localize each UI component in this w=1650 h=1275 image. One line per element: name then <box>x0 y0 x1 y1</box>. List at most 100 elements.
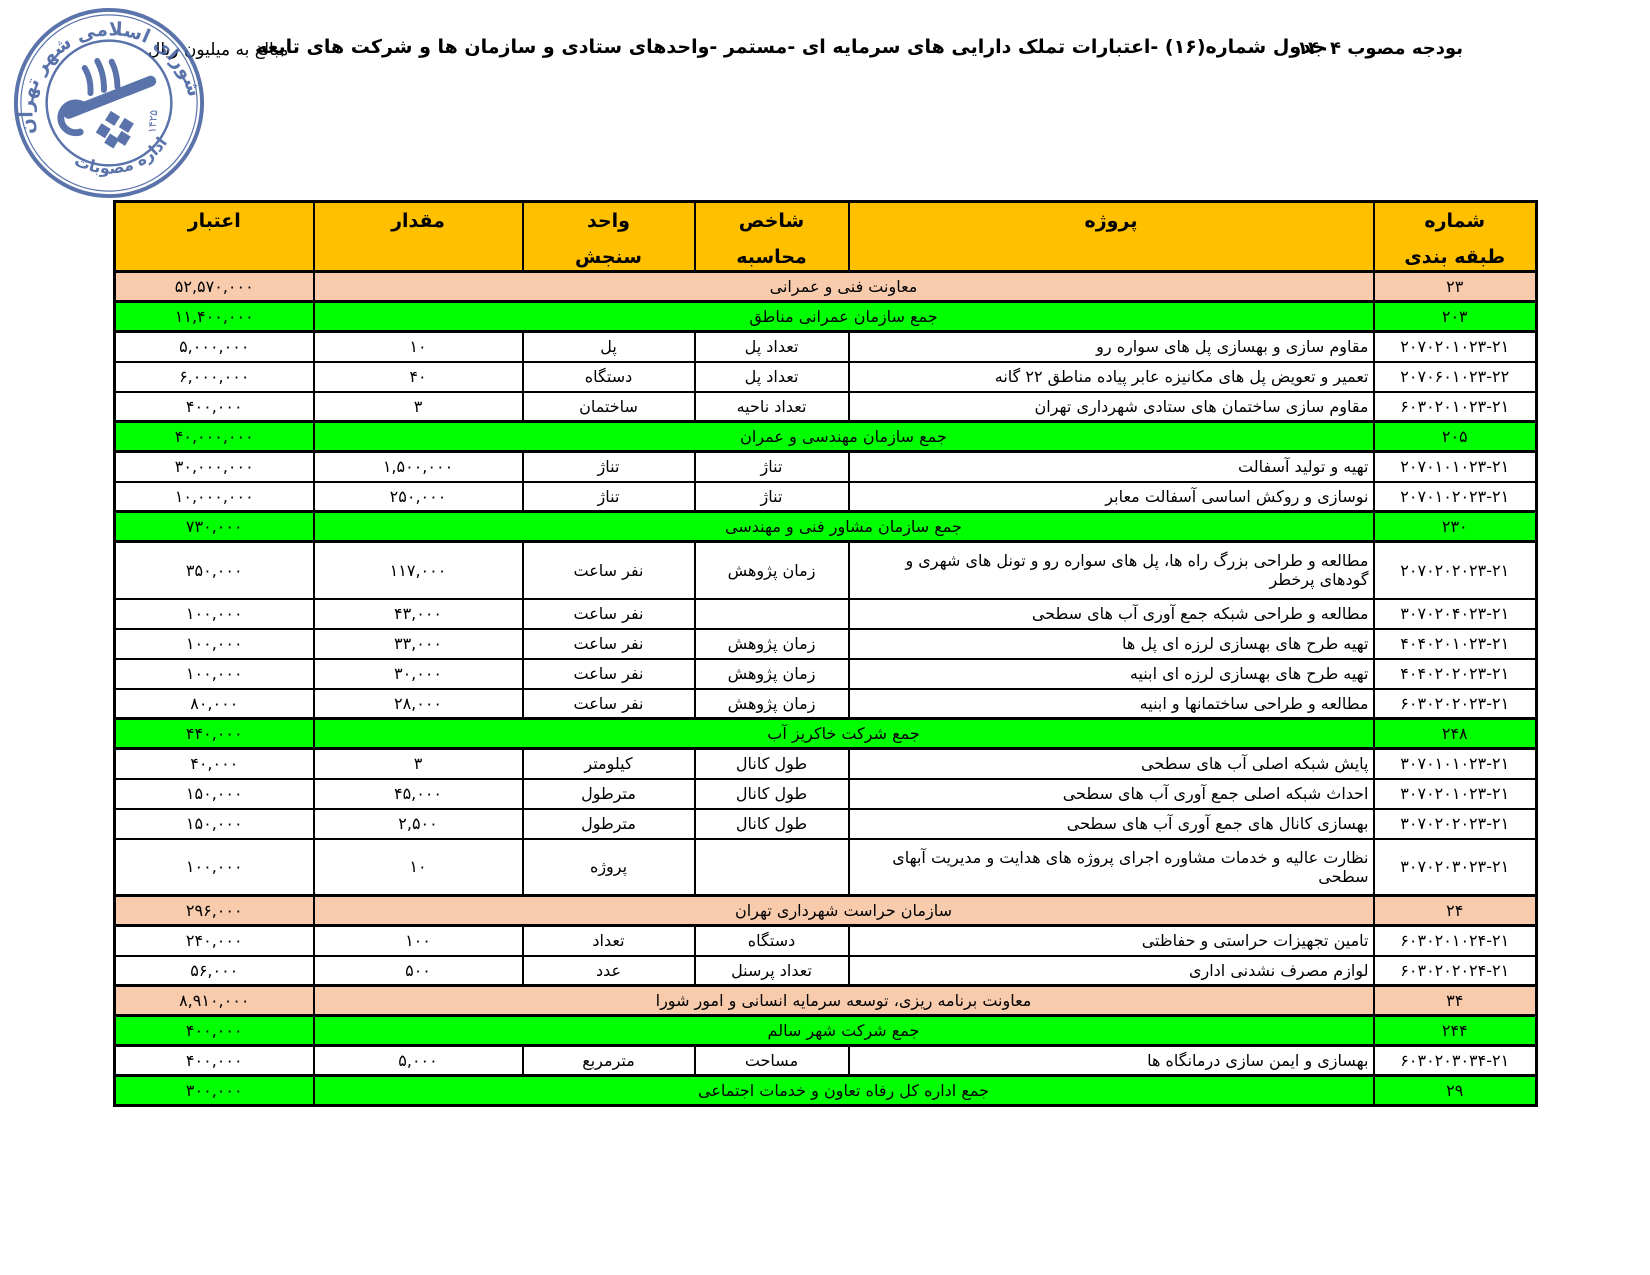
unit-cell: مترطول <box>521 807 696 840</box>
classification-code: ۳۰۷۰۲۰۲۰۲۳-۲۱ <box>1400 814 1510 833</box>
quantity-cell: ۳۰,۰۰۰ <box>312 657 524 690</box>
index-cell: زمان پژوهش <box>693 687 850 720</box>
classification-code-cell: ۲۳ <box>1372 270 1538 303</box>
budget-table: شماره طبقه بندی پروژه شاخص محاسبه واحد س… <box>113 200 1538 1107</box>
col-header-project: پروژه <box>847 200 1375 273</box>
classification-code: ۳۰۷۰۲۰۳۰۲۳-۲۱ <box>1400 857 1510 877</box>
project-cell: تهیه و تولید آسفالت <box>847 450 1375 483</box>
project-row: ۲۰۷۰۱۰۲۰۲۳-۲۱ نوسازی و روکش اساسی آسفالت … <box>113 480 1538 513</box>
quantity-cell: ۵۰۰ <box>312 954 524 987</box>
sum-row: ۲۴۸ جمع شرکت خاکریز آب ۴۴۰,۰۰۰ <box>113 717 1538 750</box>
unit-cell: نفر ساعت <box>521 687 696 720</box>
credit-cell: ۲۴۰,۰۰۰ <box>113 924 315 957</box>
project-row: ۳۰۷۰۲۰۳۰۲۳-۲۱ نظارت عالیه و خدمات مشاوره … <box>113 837 1538 897</box>
project-cell: مقاوم سازی و بهسازی پل های سواره رو <box>847 330 1375 363</box>
credit-cell: ۴۴۰,۰۰۰ <box>113 717 315 750</box>
section-row: ۳۴ معاونت برنامه ریزی، توسعه سرمایه انسان… <box>113 984 1538 1017</box>
council-stamp: شورای اسلامی شهر تهران اداره مصوبات ۱۴۲۵ <box>0 0 228 222</box>
stamp-ring-text-top: شورای اسلامی شهر تهران <box>0 0 205 138</box>
classification-code: ۳۰۷۰۱۰۱۰۲۳-۲۱ <box>1400 754 1510 774</box>
credit-cell: ۴۰,۰۰۰ <box>113 747 315 780</box>
quantity-cell: ۵,۰۰۰ <box>312 1044 524 1077</box>
unit-cell: مترطول <box>521 777 696 810</box>
project-row: ۳۰۷۰۲۰۲۰۲۳-۲۱ بهسازی کانال های جمع آوری آ… <box>113 807 1538 840</box>
credit-cell: ۱۱,۴۰۰,۰۰۰ <box>113 300 315 333</box>
index-cell: تعداد پل <box>693 360 850 393</box>
credit-cell: ۱۵۰,۰۰۰ <box>113 807 315 840</box>
classification-code: ۲۴۴ <box>1441 1021 1468 1040</box>
unit-cell: تناژ <box>521 450 696 483</box>
project-cell: مطالعه و طراحی شبکه جمع آوری آب های سطحی <box>847 597 1375 630</box>
index-cell: زمان پژوهش <box>693 627 850 660</box>
index-cell: زمان پژوهش <box>693 657 850 690</box>
classification-code: ۲۰۷۰۲۰۱۰۲۳-۲۱ <box>1400 337 1510 357</box>
quantity-cell: ۲۵۰,۰۰۰ <box>312 480 524 513</box>
band-label-cell: جمع شرکت شهر سالم <box>312 1014 1375 1047</box>
credit-cell: ۵۲,۵۷۰,۰۰۰ <box>113 270 315 303</box>
project-row: ۶۰۳۰۲۰۱۰۲۴-۲۱ تامین تجهیزات حراستی و حفاظ… <box>113 924 1538 957</box>
stamp-seal-icon: شورای اسلامی شهر تهران اداره مصوبات ۱۴۲۵ <box>0 0 205 199</box>
index-cell: تناژ <box>693 450 850 483</box>
unit-cell: تناژ <box>521 480 696 513</box>
classification-code-cell: ۶۰۳۰۲۰۲۰۲۴-۲۱ <box>1372 954 1538 987</box>
unit-cell: نفر ساعت <box>521 657 696 690</box>
classification-code: ۶۰۳۰۲۰۳۰۳۴-۲۱ <box>1400 1051 1510 1070</box>
classification-code-cell: ۲۰۷۰۱۰۱۰۲۳-۲۱ <box>1372 450 1538 483</box>
credit-cell: ۱۰۰,۰۰۰ <box>113 597 315 630</box>
project-cell: تامین تجهیزات حراستی و حفاظتی <box>847 924 1375 957</box>
credit-cell: ۴۰۰,۰۰۰ <box>113 1014 315 1047</box>
stamp-outer-ring <box>13 7 205 199</box>
sum-row: ۲۰۳ جمع سازمان عمرانی مناطق ۱۱,۴۰۰,۰۰۰ <box>113 300 1538 333</box>
index-cell: طول کانال <box>693 747 850 780</box>
index-cell: تعداد پل <box>693 330 850 363</box>
classification-code: ۲۴۸ <box>1441 724 1468 743</box>
classification-code-cell: ۲۰۵ <box>1372 420 1538 453</box>
classification-code: ۶۰۳۰۲۰۱۰۲۴-۲۱ <box>1400 931 1510 951</box>
band-label-cell: جمع سازمان مشاور فنی و مهندسی <box>312 510 1375 543</box>
project-row: ۴۰۴۰۲۰۲۰۲۳-۲۱ تهیه طرح های بهسازی لرزه ای… <box>113 657 1538 690</box>
band-label-cell: معاونت فنی و عمرانی <box>312 270 1375 303</box>
col-header-index: شاخص محاسبه <box>693 200 850 273</box>
project-cell: احداث شبکه اصلی جمع آوری آب های سطحی <box>847 777 1375 810</box>
index-cell: تناژ <box>693 480 850 513</box>
unit-cell: تعداد <box>521 924 696 957</box>
project-cell: پایش شبکه اصلی آب های سطحی <box>847 747 1375 780</box>
credit-cell: ۴۰,۰۰۰,۰۰۰ <box>113 420 315 453</box>
credit-cell: ۵۶,۰۰۰ <box>113 954 315 987</box>
classification-code: ۲۴ <box>1446 901 1464 920</box>
project-row: ۳۰۷۰۲۰۱۰۲۳-۲۱ احداث شبکه اصلی جمع آوری آب… <box>113 777 1538 810</box>
unit-cell: ساختمان <box>521 390 696 423</box>
classification-code: ۲۰۷۰۶۰۱۰۲۳-۲۲ <box>1400 367 1510 386</box>
credit-cell: ۱۵۰,۰۰۰ <box>113 777 315 810</box>
classification-code-cell: ۲۹ <box>1372 1074 1538 1107</box>
classification-code-cell: ۶۰۳۰۲۰۱۰۲۴-۲۱ <box>1372 924 1538 957</box>
sum-row: ۲۹ جمع اداره کل رفاه تعاون و خدمات اجتماع… <box>113 1074 1538 1107</box>
quantity-cell: ۳۳,۰۰۰ <box>312 627 524 660</box>
band-label-cell: جمع اداره کل رفاه تعاون و خدمات اجتماعی <box>312 1074 1375 1107</box>
band-label-cell: جمع سازمان عمرانی مناطق <box>312 300 1375 333</box>
project-cell: مطالعه و طراحی بزرگ راه ها، پل های سواره… <box>847 540 1375 600</box>
classification-code-cell: ۳۴ <box>1372 984 1538 1017</box>
classification-code-cell: ۲۰۷۰۶۰۱۰۲۳-۲۲ <box>1372 360 1538 393</box>
credit-cell: ۴۰۰,۰۰۰ <box>113 1044 315 1077</box>
credit-cell: ۱۰۰,۰۰۰ <box>113 627 315 660</box>
quantity-cell: ۱۰ <box>312 837 524 897</box>
unit-cell: نفر ساعت <box>521 540 696 600</box>
band-label-cell: جمع سازمان مهندسی و عمران <box>312 420 1375 453</box>
band-label-cell: جمع شرکت خاکریز آب <box>312 717 1375 750</box>
project-cell: تهیه طرح های بهسازی لرزه ای پل ها <box>847 627 1375 660</box>
classification-code: ۲۰۵ <box>1441 427 1468 446</box>
credit-cell: ۱۰,۰۰۰,۰۰۰ <box>113 480 315 513</box>
section-row: ۲۴ سازمان حراست شهرداری تهران ۲۹۶,۰۰۰ <box>113 894 1538 927</box>
unit-cell: کیلومتر <box>521 747 696 780</box>
credit-cell: ۲۹۶,۰۰۰ <box>113 894 315 927</box>
project-cell: لوازم مصرف نشدنی اداری <box>847 954 1375 987</box>
project-row: ۶۰۳۰۲۰۲۰۲۳-۲۱ مطالعه و طراحی ساختمانها و … <box>113 687 1538 720</box>
unit-cell: نفر ساعت <box>521 627 696 660</box>
credit-cell: ۱۰۰,۰۰۰ <box>113 837 315 897</box>
classification-code-cell: ۲۴ <box>1372 894 1538 927</box>
classification-code-cell: ۲۳۰ <box>1372 510 1538 543</box>
quantity-cell: ۳ <box>312 390 524 423</box>
classification-code: ۶۰۳۰۲۰۲۰۲۴-۲۱ <box>1400 960 1510 980</box>
classification-code: ۲۰۷۰۱۰۱۰۲۳-۲۱ <box>1400 457 1510 477</box>
